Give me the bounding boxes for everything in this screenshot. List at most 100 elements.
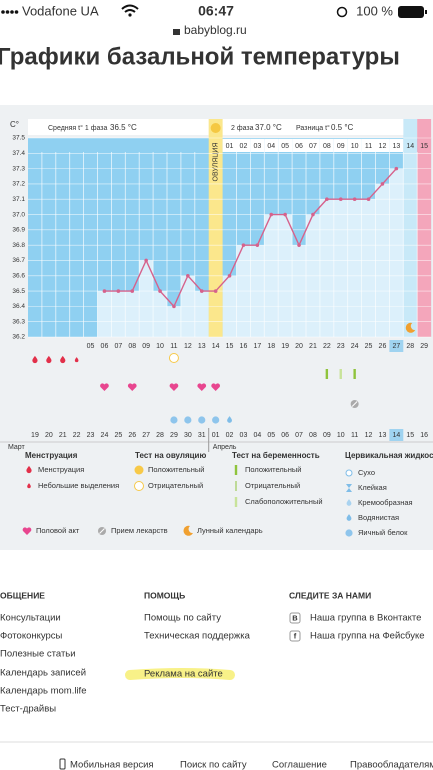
y-tick-label: 36.5 — [12, 288, 25, 295]
phase-day-cell — [250, 139, 265, 152]
legend-title: Тест на беременность — [232, 451, 320, 460]
battery-tip — [425, 10, 427, 14]
lock-icon — [173, 29, 180, 35]
battery-text: 100 % — [356, 3, 393, 18]
legend-label: Прием лекарств — [111, 526, 168, 535]
phase2-value: 37.0 °C — [255, 123, 282, 132]
url: babyblog.ru — [184, 23, 247, 37]
temperature-fill — [319, 199, 334, 337]
legend-label: Небольшие выделения — [38, 481, 119, 490]
footer-link[interactable]: Тест-драйвы — [0, 704, 56, 715]
phase-day-cell — [319, 139, 334, 152]
circle-icon — [168, 353, 179, 363]
test-bar-icon — [235, 481, 237, 491]
footer-link[interactable]: Полезные статьи — [0, 649, 76, 660]
y-tick-label: 37.5 — [12, 135, 25, 142]
phase-day-label: 15 — [420, 143, 428, 150]
sticky-icon — [346, 484, 352, 492]
phase1-value: 36.5 °C — [110, 123, 137, 132]
legend-label: Яичный белок — [358, 528, 408, 537]
phase-day-cell — [333, 139, 348, 152]
date-label: 11 — [351, 432, 358, 439]
date-label: 06 — [281, 432, 289, 439]
ovulation-column — [208, 119, 223, 337]
drop-icon — [60, 355, 66, 364]
date-label: 20 — [45, 432, 53, 439]
temperature-point — [269, 212, 274, 217]
cycle-day-label: 13 — [198, 343, 206, 350]
temperature-point — [213, 289, 218, 293]
date-label: 03 — [240, 432, 248, 439]
phase-day-cell — [292, 139, 306, 152]
footer-link[interactable]: Помощь по сайту — [144, 613, 221, 624]
bottom-link[interactable]: Правообладателям — [350, 760, 433, 770]
bottom-link[interactable]: Поиск по сайту — [180, 760, 247, 770]
circle-icon — [198, 416, 206, 424]
phase-day-label: 01 — [226, 143, 234, 150]
bottom-link[interactable]: Соглашение — [272, 760, 327, 770]
cycle-day-label: 19 — [281, 343, 289, 350]
cycle-day-label: 17 — [253, 343, 261, 350]
footer-link[interactable]: Календарь записей — [0, 668, 86, 679]
date-label: 22 — [73, 432, 81, 439]
drop-icon — [74, 357, 79, 363]
y-tick-label: 36.7 — [12, 257, 25, 264]
temperature-point — [297, 243, 301, 247]
phase-day-label: 09 — [337, 143, 345, 150]
cycle-day-label: 21 — [309, 343, 317, 350]
y-tick-label: 36.9 — [12, 227, 25, 234]
heart-icon — [197, 383, 207, 391]
footer-link[interactable]: Фотоконкурсы — [0, 631, 63, 642]
legend-title: Менструация — [25, 451, 78, 460]
y-tick-label: 36.3 — [12, 318, 25, 325]
date-label: 14 — [392, 432, 400, 439]
date-label: 30 — [184, 432, 192, 439]
date-label: 04 — [253, 432, 261, 439]
temperature-point — [116, 289, 121, 293]
future-column — [403, 119, 418, 337]
signal-dot — [10, 10, 14, 14]
heart-icon — [100, 383, 109, 391]
temperature-line — [104, 168, 397, 308]
legend-label: Половой акт — [36, 526, 80, 535]
cycle-day-label: 28 — [406, 343, 414, 350]
today-cycle-highlight — [389, 340, 404, 352]
y-tick-label: 36.2 — [12, 334, 25, 341]
y-tick-label: 36.6 — [12, 272, 25, 279]
date-label: 21 — [59, 432, 67, 439]
legend-label: Водянистая — [358, 513, 399, 522]
footer-link[interactable]: Наша группа на Фейсбуке — [310, 631, 425, 642]
today-date-highlight — [389, 429, 404, 441]
date-label: 25 — [114, 432, 122, 439]
summary-row — [28, 119, 209, 135]
footer-link[interactable]: Консультации — [0, 613, 61, 624]
phase-day-cell — [264, 139, 279, 152]
ovulation-label: ОВУЛЯЦИЯ — [212, 142, 219, 181]
drop-icon — [26, 465, 32, 474]
date-label: 15 — [406, 432, 414, 439]
phase-day-label: 11 — [365, 143, 372, 150]
legend-label: Кремообразная — [358, 498, 413, 507]
footer-link[interactable]: Наша группа в Вконтакте — [310, 613, 421, 624]
legend-label: Положительный — [245, 465, 301, 474]
phase-day-label: 03 — [253, 143, 261, 150]
y-tick-label: 37.0 — [12, 211, 25, 218]
phase-day-label: 02 — [240, 143, 248, 150]
temperature-point — [311, 212, 315, 217]
temperature-point — [366, 197, 371, 202]
y-tick-label: 36.4 — [12, 303, 25, 310]
temperature-point — [394, 166, 399, 171]
temperature-point — [352, 197, 357, 202]
circle-icon — [345, 469, 353, 477]
footer-link[interactable]: Техническая поддержка — [144, 631, 251, 642]
drop-icon — [346, 499, 352, 506]
temperature-fill — [361, 199, 376, 337]
cycle-day-label: 18 — [267, 343, 275, 350]
date-label: 09 — [323, 432, 331, 439]
footer-link[interactable]: Реклама на сайте — [144, 669, 223, 680]
footer-link[interactable]: Календарь mom.life — [0, 686, 86, 697]
phase-day-cell — [278, 139, 293, 152]
bottom-link[interactable]: Мобильная версия — [70, 760, 154, 770]
battery-icon — [398, 6, 424, 18]
